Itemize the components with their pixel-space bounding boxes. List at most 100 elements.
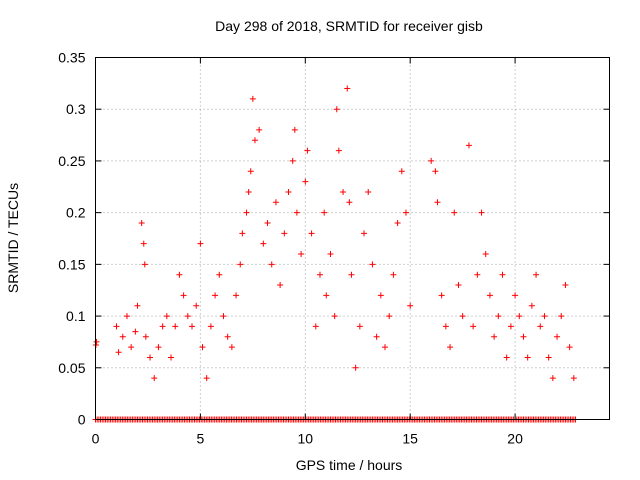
data-point [402, 209, 409, 216]
data-point [113, 323, 120, 330]
x-tick-label: 5 [196, 431, 204, 447]
data-point [394, 219, 401, 226]
data-point [281, 230, 288, 237]
data-point [541, 313, 548, 320]
data-point [264, 219, 271, 226]
data-point [93, 338, 100, 345]
data-point [470, 323, 477, 330]
data-point [361, 230, 368, 237]
data-point [369, 261, 376, 268]
data-point [340, 188, 347, 195]
data-point [447, 344, 454, 351]
data-point [176, 271, 183, 278]
data-point [346, 199, 353, 206]
data-point [123, 313, 130, 320]
data-point [428, 157, 435, 164]
data-point [482, 251, 489, 258]
x-tick-label: 10 [298, 431, 314, 447]
data-point [344, 85, 351, 92]
data-point [119, 333, 126, 340]
y-tick-label: 0.15 [58, 256, 85, 272]
data-points [92, 85, 579, 423]
data-point [239, 230, 246, 237]
data-point [224, 333, 231, 340]
data-point [321, 209, 328, 216]
data-point [533, 271, 540, 278]
data-point [220, 313, 227, 320]
y-tick-label: 0.1 [66, 308, 86, 324]
data-point [570, 375, 577, 382]
y-tick-label: 0.35 [58, 50, 85, 66]
y-tick-label: 0.2 [66, 205, 86, 221]
data-point [207, 323, 214, 330]
data-point [291, 126, 298, 133]
data-point [407, 302, 414, 309]
data-point [499, 271, 506, 278]
data-point [382, 344, 389, 351]
data-point [516, 313, 523, 320]
data-point [333, 106, 340, 113]
data-point [134, 302, 141, 309]
data-point [212, 292, 219, 299]
data-point [159, 323, 166, 330]
data-point [256, 126, 263, 133]
data-point [260, 240, 267, 247]
data-point [335, 147, 342, 154]
data-point [507, 323, 514, 330]
data-point [197, 240, 204, 247]
data-point [245, 188, 252, 195]
data-point [432, 168, 439, 175]
y-tick-label: 0.3 [66, 101, 86, 117]
data-point [554, 333, 561, 340]
data-point [155, 344, 162, 351]
data-point [386, 313, 393, 320]
data-point [537, 323, 544, 330]
data-point [247, 168, 254, 175]
data-point [293, 209, 300, 216]
data-point [491, 333, 498, 340]
data-point [115, 349, 122, 356]
data-point [199, 344, 206, 351]
data-point [316, 271, 323, 278]
data-point [168, 354, 175, 361]
data-point [348, 271, 355, 278]
data-point [503, 354, 510, 361]
y-tick-label: 0 [78, 412, 86, 428]
chart-title: Day 298 of 2018, SRMTID for receiver gis… [215, 18, 483, 34]
axes [95, 57, 610, 420]
data-point [132, 328, 139, 335]
data-point [356, 323, 363, 330]
data-point [141, 261, 148, 268]
data-point [228, 344, 235, 351]
data-point [377, 292, 384, 299]
data-point [138, 219, 145, 226]
data-point [285, 188, 292, 195]
data-point [455, 282, 462, 289]
data-point [184, 313, 191, 320]
data-point [268, 261, 275, 268]
data-point [566, 344, 573, 351]
data-point [373, 333, 380, 340]
data-point [442, 323, 449, 330]
y-axis-ticks: 0 0.05 0.1 0.15 0.2 0.25 0.3 0.35 [58, 50, 610, 428]
data-point [365, 188, 372, 195]
data-point [398, 168, 405, 175]
data-point [558, 313, 565, 320]
data-point [562, 282, 569, 289]
data-point [289, 157, 296, 164]
data-point [163, 313, 170, 320]
data-point [128, 344, 135, 351]
data-point [151, 375, 158, 382]
data-point [390, 271, 397, 278]
data-point [180, 292, 187, 299]
y-tick-label: 0.05 [58, 360, 85, 376]
data-point [193, 302, 200, 309]
grid [95, 57, 610, 420]
data-point [478, 209, 485, 216]
data-point [142, 333, 149, 340]
data-point [459, 313, 466, 320]
data-point [308, 230, 315, 237]
data-point [495, 313, 502, 320]
data-point [172, 323, 179, 330]
